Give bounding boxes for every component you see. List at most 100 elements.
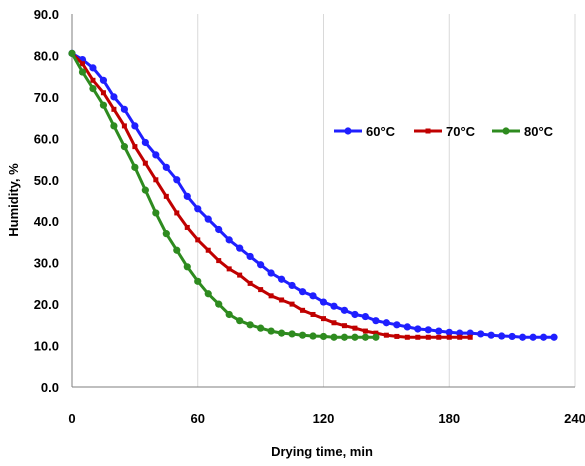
series-0-point-22: [298, 288, 307, 296]
series-0-point-21: [288, 281, 296, 290]
series-0-point-45: [539, 333, 548, 341]
y-tick-labels: 0.0 10.0 20.0 30.0 40.0 50.0 60.0 70.0 80.0 90.0: [34, 7, 59, 395]
series-0-point-15: [225, 236, 233, 244]
series-0-point-39: [477, 330, 485, 338]
series-0-point-43: [519, 333, 527, 341]
series-1-point-1: [79, 61, 85, 67]
x-tick-label-3: 180: [438, 411, 460, 426]
y-axis-title: Humidity, %: [6, 163, 21, 237]
x-axis-title: Drying time, min: [271, 444, 373, 459]
series-1-point-31: [394, 333, 400, 339]
axes: [71, 14, 575, 388]
series-2-point-6: [131, 163, 139, 171]
series-2-point-25: [330, 333, 338, 341]
series-1-point-15: [226, 266, 232, 272]
series-2-point-14: [215, 300, 223, 308]
legend-marker-0: [344, 127, 352, 135]
series-0-point-31: [393, 321, 401, 329]
series-2-point-7: [141, 186, 149, 194]
series-1-point-7: [142, 160, 148, 166]
series-0-point-34: [424, 326, 432, 334]
series-1-point-23: [310, 311, 316, 317]
series-1-point-21: [289, 301, 295, 307]
series-0-point-2: [89, 64, 97, 72]
series-1-point-36: [446, 334, 452, 340]
series-0-point-9: [162, 163, 170, 171]
series-0-point-42: [508, 332, 516, 341]
series-1-point-12: [195, 237, 201, 243]
x-tick-label-1: 60: [191, 411, 205, 426]
series-2-point-17: [246, 321, 254, 329]
series-0-point-46: [550, 333, 558, 341]
series-1-point-18: [258, 287, 264, 293]
series-1-point-27: [352, 325, 358, 331]
series-0-point-12: [194, 205, 202, 213]
series-2-point-1: [78, 68, 87, 76]
series-2-point-18: [257, 324, 265, 332]
series-2-point-24: [319, 332, 328, 341]
legend-label-2: 80°C: [524, 124, 554, 139]
legend-label-0: 60°C: [366, 124, 396, 139]
series-1-point-3: [100, 90, 106, 96]
series-2-point-19: [267, 327, 275, 335]
series-1-point-32: [404, 334, 410, 340]
x-tick-label-4: 240: [564, 411, 585, 426]
series-1-point-24: [321, 316, 326, 322]
series-0-point-14: [215, 225, 223, 234]
series-2-point-27: [351, 333, 359, 341]
series-0-point-4: [110, 93, 118, 101]
series-1: [69, 50, 473, 340]
legend-marker-2: [502, 127, 510, 135]
series-2-point-0: [68, 49, 76, 57]
series-0-point-41: [498, 332, 506, 340]
series-group: [68, 49, 558, 341]
series-0-point-5: [120, 105, 128, 113]
y-tick-label-1: 10.0: [34, 339, 59, 354]
y-tick-label-9: 90.0: [34, 7, 59, 22]
series-1-point-4: [111, 106, 117, 112]
series-0-point-32: [403, 323, 411, 331]
series-0-point-7: [141, 138, 149, 147]
series-2-point-5: [120, 143, 128, 151]
series-2-point-15: [225, 310, 233, 319]
y-tick-label-0: 0.0: [41, 380, 59, 395]
series-1-point-16: [237, 272, 243, 278]
series-1-point-11: [184, 224, 190, 230]
series-0-point-26: [340, 306, 349, 314]
series-0-point-19: [267, 269, 275, 277]
series-2-point-9: [162, 230, 170, 238]
series-1-point-20: [279, 297, 285, 303]
series-1-point-26: [341, 323, 347, 329]
series-2-point-8: [152, 209, 160, 217]
legend-marker-1: [425, 128, 431, 134]
series-0-point-17: [246, 252, 254, 261]
series-1-point-25: [331, 320, 337, 326]
series-1-point-8: [153, 177, 159, 183]
series-1-point-30: [383, 332, 389, 338]
series-1-point-33: [415, 334, 421, 340]
x-tick-label-0: 0: [68, 411, 75, 426]
y-tick-label-2: 20.0: [34, 297, 59, 312]
series-2-point-28: [361, 333, 370, 341]
series-0-point-27: [351, 310, 359, 319]
series-0-point-23: [309, 292, 317, 300]
series-1-point-10: [174, 210, 180, 216]
series-1-point-37: [457, 334, 463, 340]
series-0-point-40: [487, 331, 495, 339]
vertical-gridlines: [197, 14, 576, 387]
x-tick-label-2: 120: [313, 411, 335, 426]
series-2-point-2: [89, 85, 97, 93]
series-1-point-35: [436, 334, 442, 340]
series-2-point-11: [183, 263, 191, 271]
series-0-point-16: [236, 244, 244, 252]
series-0-point-20: [277, 275, 286, 283]
series-1-point-29: [373, 330, 379, 336]
series-2-point-4: [110, 122, 118, 130]
series-1-point-2: [90, 77, 96, 83]
series-0-point-30: [382, 319, 390, 327]
legend-label-1: 70°C: [446, 124, 476, 139]
series-0-point-25: [330, 302, 338, 310]
series-1-point-28: [362, 328, 368, 334]
series-2-point-12: [194, 277, 202, 285]
y-tick-label-6: 60.0: [34, 131, 59, 146]
